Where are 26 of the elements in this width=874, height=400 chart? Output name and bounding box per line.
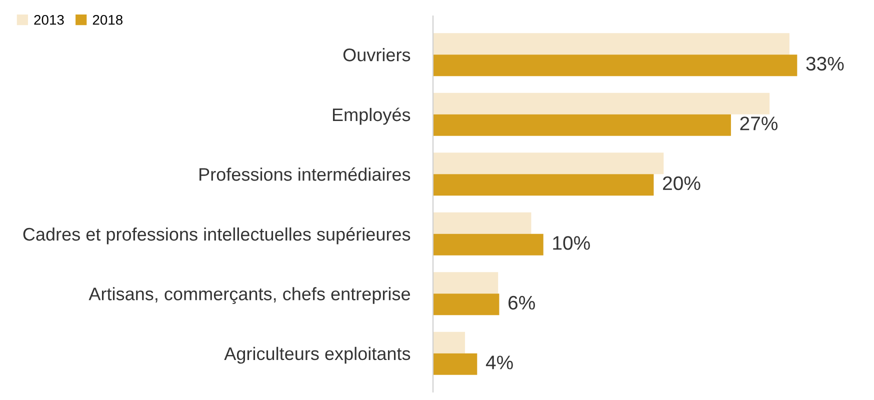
y-tick-label: Employés bbox=[332, 108, 410, 125]
bar bbox=[433, 33, 790, 55]
legend-label: 2013 bbox=[34, 14, 64, 25]
y-tick-label: Artisans, commerçants, chefs entreprise bbox=[88, 287, 410, 304]
y-tick-label: Agriculteurs exploitants bbox=[224, 346, 410, 364]
y-tick-label: Cadres et professions intellectuelles supérieures bbox=[23, 227, 410, 244]
data-label: 4% bbox=[486, 356, 513, 370]
bar bbox=[433, 353, 478, 375]
bar bbox=[433, 114, 731, 136]
bar bbox=[433, 174, 654, 196]
data-label: 27% bbox=[740, 116, 778, 130]
bar bbox=[433, 54, 798, 76]
data-label: 10% bbox=[553, 236, 590, 250]
bar bbox=[433, 212, 532, 234]
bar bbox=[433, 234, 544, 256]
bar bbox=[433, 332, 466, 354]
bar bbox=[433, 272, 498, 294]
data-label: 33% bbox=[806, 56, 844, 71]
legend-label: 2018 bbox=[92, 14, 122, 25]
y-tick-label: Ouvriers bbox=[343, 48, 410, 62]
data-label: 6% bbox=[508, 296, 535, 310]
bar bbox=[433, 92, 770, 114]
bar bbox=[433, 294, 500, 316]
y-tick-label: Professions intermédiaires bbox=[200, 167, 410, 181]
data-label: 20% bbox=[663, 176, 700, 190]
bar bbox=[433, 152, 664, 174]
